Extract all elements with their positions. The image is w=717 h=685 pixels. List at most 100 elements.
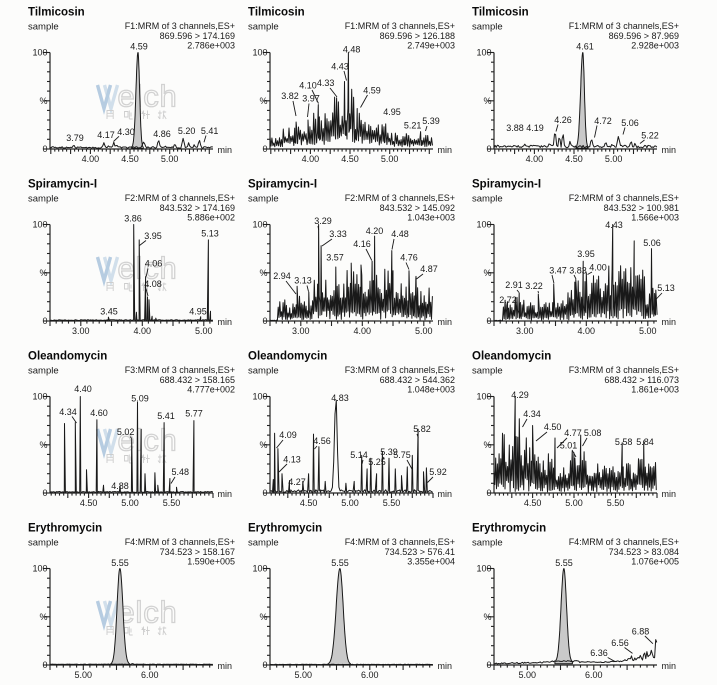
svg-text:Spiramycin-I: Spiramycin-I [28, 179, 97, 191]
svg-text:%: % [483, 612, 491, 622]
svg-text:elch: elch [118, 423, 178, 458]
svg-text:5.50: 5.50 [383, 498, 401, 508]
svg-text:4.29: 4.29 [511, 390, 529, 400]
svg-text:4.50: 4.50 [544, 422, 562, 432]
svg-text:3.22: 3.22 [525, 281, 543, 291]
svg-text:4.00: 4.00 [134, 326, 152, 336]
svg-text:5.41: 5.41 [201, 126, 219, 136]
svg-text:min: min [218, 317, 233, 327]
svg-text:1.861e+003: 1.861e+003 [631, 384, 679, 394]
svg-text:5.00: 5.00 [75, 670, 93, 680]
svg-text:4.00: 4.00 [526, 154, 544, 164]
svg-text:5.55: 5.55 [555, 558, 573, 568]
svg-text:sample: sample [248, 22, 279, 33]
svg-text:3.88: 3.88 [506, 123, 524, 133]
svg-text:min: min [218, 145, 233, 155]
svg-text:4.06: 4.06 [145, 259, 163, 269]
svg-text:4.77: 4.77 [564, 428, 582, 438]
svg-text:4.34: 4.34 [523, 409, 541, 419]
svg-text:%: % [39, 612, 47, 622]
svg-text:5.00: 5.00 [565, 498, 583, 508]
svg-text:5.50: 5.50 [163, 498, 181, 508]
svg-text:5.20: 5.20 [178, 126, 196, 136]
svg-text:100: 100 [32, 564, 47, 574]
svg-text:%: % [259, 96, 267, 106]
svg-text:4.27: 4.27 [288, 477, 306, 487]
svg-text:0: 0 [262, 488, 267, 498]
svg-text:5.50: 5.50 [607, 498, 625, 508]
svg-text:869.596 > 126.188: 869.596 > 126.188 [380, 31, 455, 41]
svg-text:Erythromycin: Erythromycin [28, 523, 102, 535]
svg-text:4.34: 4.34 [59, 407, 77, 417]
svg-text:4.50: 4.50 [80, 498, 98, 508]
svg-text:4.83: 4.83 [331, 393, 349, 403]
svg-text:4.48: 4.48 [391, 229, 409, 239]
svg-text:4.56: 4.56 [313, 436, 331, 446]
svg-text:%: % [39, 268, 47, 278]
svg-text:4.13: 4.13 [283, 454, 301, 464]
svg-text:843.532 > 174.169: 843.532 > 174.169 [160, 203, 235, 213]
svg-text:Oleandomycin: Oleandomycin [28, 351, 107, 363]
svg-text:2.72: 2.72 [499, 295, 517, 305]
svg-text:%: % [483, 268, 491, 278]
svg-text:3.95: 3.95 [144, 231, 162, 241]
svg-text:4.60: 4.60 [90, 408, 108, 418]
svg-text:734.523 > 83.084: 734.523 > 83.084 [609, 547, 679, 557]
svg-text:4.26: 4.26 [554, 115, 572, 125]
svg-text:0: 0 [42, 316, 47, 326]
svg-text:4.88: 4.88 [111, 481, 129, 491]
svg-text:4.50: 4.50 [300, 498, 318, 508]
svg-text:F1:MRM of 3 channels,ES+: F1:MRM of 3 channels,ES+ [125, 21, 235, 31]
svg-text:100: 100 [476, 392, 491, 402]
svg-text:min: min [218, 661, 233, 671]
svg-text:4.40: 4.40 [74, 384, 92, 394]
svg-text:sample: sample [28, 366, 59, 377]
svg-text:4.00: 4.00 [589, 263, 607, 273]
svg-text:sample: sample [248, 366, 279, 377]
svg-text:0: 0 [262, 316, 267, 326]
svg-text:0: 0 [486, 660, 491, 670]
svg-text:F3:MRM of 3 channels,ES+: F3:MRM of 3 channels,ES+ [345, 365, 455, 375]
svg-text:843.532 > 100.981: 843.532 > 100.981 [604, 203, 679, 213]
svg-text:sample: sample [28, 538, 59, 549]
svg-text:5.13: 5.13 [657, 283, 675, 293]
svg-text:3.95: 3.95 [577, 249, 595, 259]
svg-text:min: min [662, 317, 677, 327]
svg-text:4.72: 4.72 [594, 116, 612, 126]
svg-text:4.33: 4.33 [317, 78, 335, 88]
svg-text:5.06: 5.06 [621, 118, 639, 128]
svg-text:5.886e+002: 5.886e+002 [187, 212, 235, 222]
svg-text:2.786e+003: 2.786e+003 [187, 40, 235, 50]
svg-text:4.59: 4.59 [363, 85, 381, 95]
svg-text:100: 100 [252, 48, 267, 58]
svg-text:sample: sample [472, 22, 503, 33]
svg-text:5.75: 5.75 [393, 450, 411, 460]
svg-text:4.10: 4.10 [299, 80, 317, 90]
svg-text:3.57: 3.57 [326, 252, 344, 262]
svg-text:F1:MRM of 3 channels,ES+: F1:MRM of 3 channels,ES+ [569, 21, 679, 31]
svg-text:5.00: 5.00 [121, 498, 139, 508]
svg-text:Oleandomycin: Oleandomycin [248, 351, 327, 363]
svg-text:843.532 > 145.092: 843.532 > 145.092 [380, 203, 455, 213]
svg-text:2.749e+003: 2.749e+003 [407, 40, 455, 50]
svg-text:5.01: 5.01 [560, 441, 578, 451]
svg-text:elch: elch [118, 595, 178, 630]
svg-text:4.777e+002: 4.777e+002 [187, 384, 235, 394]
svg-text:%: % [259, 612, 267, 622]
svg-text:Erythromycin: Erythromycin [472, 523, 546, 535]
svg-text:min: min [662, 489, 677, 499]
svg-text:5.14: 5.14 [350, 450, 368, 460]
svg-text:Tilmicosin: Tilmicosin [472, 7, 529, 19]
svg-text:5.39: 5.39 [380, 447, 398, 457]
svg-text:5.92: 5.92 [429, 467, 447, 477]
svg-text:100: 100 [476, 220, 491, 230]
svg-text:5.84: 5.84 [636, 437, 654, 447]
svg-text:100: 100 [476, 48, 491, 58]
svg-text:min: min [218, 489, 233, 499]
svg-text:elch: elch [118, 251, 178, 286]
svg-text:3.00: 3.00 [72, 326, 90, 336]
svg-text:1.590e+005: 1.590e+005 [187, 556, 235, 566]
svg-text:5.25: 5.25 [368, 457, 386, 467]
svg-text:5.06: 5.06 [643, 238, 661, 248]
svg-text:F3:MRM of 3 channels,ES+: F3:MRM of 3 channels,ES+ [569, 365, 679, 375]
